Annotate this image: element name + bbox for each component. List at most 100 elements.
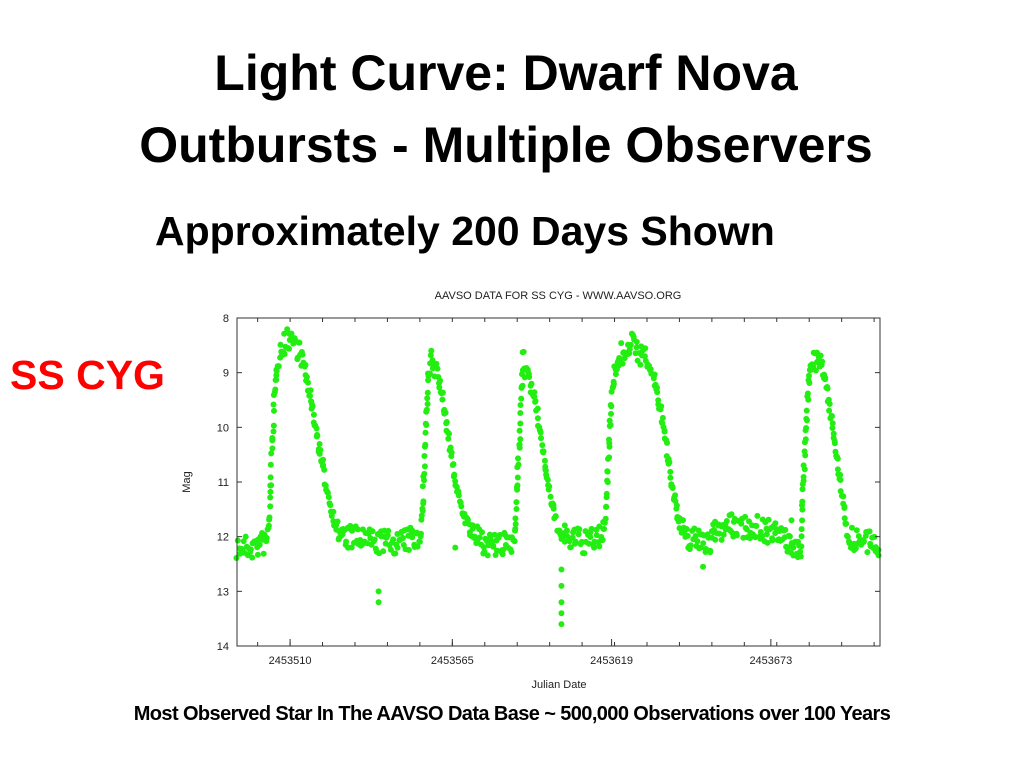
data-point xyxy=(420,498,427,505)
data-point xyxy=(541,457,548,464)
data-point xyxy=(254,551,261,558)
data-point xyxy=(434,365,441,372)
data-point xyxy=(563,528,570,534)
data-point xyxy=(849,524,855,531)
data-point xyxy=(860,538,867,545)
data-point xyxy=(799,506,806,513)
data-point xyxy=(514,474,521,481)
data-point xyxy=(540,449,547,456)
data-point-outlier xyxy=(788,517,795,524)
x-tick-label: 2453565 xyxy=(431,655,474,667)
data-point xyxy=(327,502,334,509)
data-point xyxy=(864,549,871,556)
data-point xyxy=(853,527,860,534)
data-point xyxy=(334,518,341,525)
data-point xyxy=(517,410,524,416)
data-point xyxy=(242,533,249,540)
data-point xyxy=(317,447,324,453)
data-point xyxy=(764,539,771,546)
data-point xyxy=(567,544,574,551)
data-point xyxy=(804,390,811,397)
data-point xyxy=(385,527,392,534)
data-point xyxy=(512,527,518,534)
x-axis-label: Julian Date xyxy=(531,679,586,691)
data-point-outlier xyxy=(558,582,565,589)
data-point xyxy=(606,436,612,443)
data-point xyxy=(390,536,397,543)
light-curve-chart: AAVSO DATA FOR SS CYG - WWW.AAVSO.ORG 8 9… xyxy=(181,290,882,691)
data-point xyxy=(485,542,492,549)
data-point xyxy=(392,550,399,557)
star-label: SS CYG xyxy=(10,352,165,398)
data-points xyxy=(233,326,882,628)
data-point xyxy=(588,525,595,532)
data-point xyxy=(265,522,272,529)
data-point xyxy=(422,441,429,448)
data-point xyxy=(448,449,455,456)
data-point xyxy=(637,361,644,368)
data-point xyxy=(829,420,836,427)
data-point xyxy=(798,526,805,533)
data-point xyxy=(286,345,292,352)
data-point xyxy=(424,395,431,402)
data-point xyxy=(422,429,429,436)
data-point xyxy=(641,353,648,360)
data-point xyxy=(806,380,813,386)
data-point xyxy=(575,531,582,538)
data-point xyxy=(800,477,807,484)
data-point xyxy=(371,536,378,543)
data-point xyxy=(409,534,416,541)
data-point xyxy=(260,550,267,557)
data-point xyxy=(692,533,699,539)
data-point xyxy=(667,474,674,481)
data-point xyxy=(576,526,583,533)
data-point-outlier xyxy=(700,563,707,570)
data-point xyxy=(843,520,850,527)
data-point xyxy=(513,499,520,506)
data-point xyxy=(608,403,615,410)
data-point xyxy=(618,340,625,347)
data-point xyxy=(627,341,634,348)
x-tick-label: 2453673 xyxy=(749,655,792,667)
slide-title-line1: Light Curve: Dwarf Nova xyxy=(214,45,798,101)
data-point xyxy=(844,533,851,540)
data-point xyxy=(354,526,361,533)
y-tick-label: 11 xyxy=(218,477,229,489)
data-point xyxy=(512,521,519,527)
data-point xyxy=(442,409,449,416)
data-point xyxy=(305,379,311,386)
data-point xyxy=(450,461,457,468)
data-point xyxy=(424,401,431,407)
slide-subtitle: Approximately 200 Days Shown xyxy=(155,208,775,254)
data-point xyxy=(271,407,277,414)
data-point xyxy=(343,538,350,545)
data-point xyxy=(790,544,797,551)
data-point xyxy=(534,415,541,422)
data-point xyxy=(316,441,323,447)
data-point-outlier xyxy=(375,588,382,595)
data-point xyxy=(427,352,434,359)
data-point xyxy=(537,429,544,436)
data-point xyxy=(718,536,725,543)
data-point xyxy=(866,528,873,535)
data-point-outlier xyxy=(558,610,565,617)
data-point xyxy=(445,435,452,442)
data-point-outlier xyxy=(452,544,459,551)
data-point xyxy=(683,526,690,532)
data-point xyxy=(439,389,446,396)
data-point xyxy=(604,468,611,475)
data-point xyxy=(451,471,458,478)
data-point xyxy=(765,516,772,523)
data-point xyxy=(806,372,812,379)
data-point xyxy=(803,425,810,431)
data-point xyxy=(585,540,592,547)
data-point xyxy=(322,482,329,489)
data-point xyxy=(469,522,476,529)
data-point xyxy=(421,453,428,459)
data-point xyxy=(330,508,337,515)
data-point xyxy=(267,461,274,468)
data-point-outlier xyxy=(558,566,565,573)
data-point xyxy=(421,470,428,477)
data-point xyxy=(834,466,841,473)
data-point xyxy=(723,518,730,524)
